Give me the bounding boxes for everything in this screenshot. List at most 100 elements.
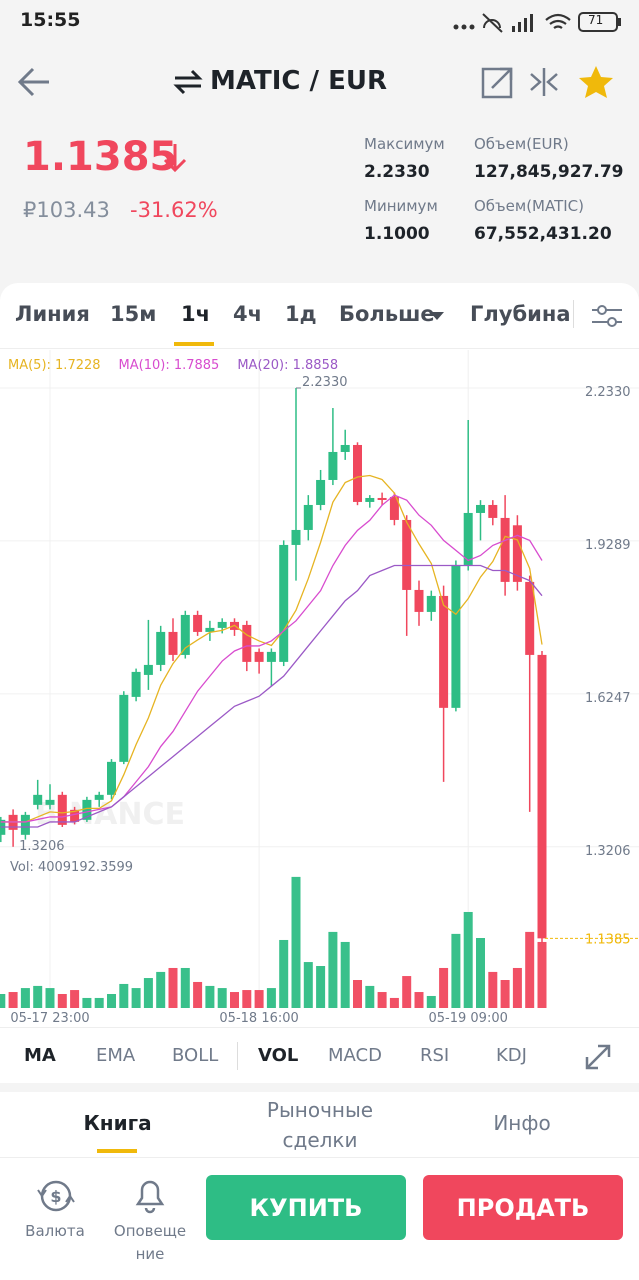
interval-tab[interactable]: 15м bbox=[110, 302, 157, 326]
pair-title: MATIC / EUR bbox=[210, 66, 387, 96]
y-tick-label: 1.6247 bbox=[585, 691, 631, 706]
stat-value: 2.2330 bbox=[364, 162, 430, 182]
interval-tab[interactable]: 1д bbox=[285, 302, 317, 326]
candle-body bbox=[365, 497, 375, 502]
candle-body bbox=[303, 504, 313, 530]
indicator-tab[interactable]: MACD bbox=[328, 1045, 382, 1066]
volume-bar bbox=[279, 939, 289, 1008]
volume-bar bbox=[537, 941, 547, 1008]
candle-body bbox=[107, 761, 116, 795]
currency-label[interactable]: Валюта bbox=[25, 1222, 85, 1240]
volume-bar bbox=[291, 876, 301, 1008]
volume-bar bbox=[525, 931, 535, 1008]
buy-button[interactable]: КУПИТЬ bbox=[206, 1175, 406, 1240]
indicator-tab[interactable]: VOL bbox=[258, 1045, 299, 1066]
stat-value: 127,845,927.79 bbox=[474, 162, 624, 182]
volume-bar bbox=[389, 997, 399, 1008]
indicator-tab[interactable]: EMA bbox=[96, 1045, 136, 1066]
candle-body bbox=[279, 544, 289, 662]
candle-body bbox=[33, 794, 43, 805]
info-tab[interactable]: Инфо bbox=[493, 1111, 551, 1135]
volume-bar bbox=[463, 911, 473, 1008]
indicator-tab[interactable]: RSI bbox=[420, 1045, 450, 1066]
indicator-tab[interactable]: MA bbox=[24, 1045, 56, 1066]
divider bbox=[0, 1157, 639, 1158]
volume-bar bbox=[156, 971, 166, 1008]
ma-line bbox=[0, 564, 543, 828]
candle-body bbox=[266, 651, 276, 662]
chart-settings[interactable] bbox=[590, 302, 624, 330]
stat-label: Минимум bbox=[364, 197, 438, 215]
indicator-tab[interactable]: KDJ bbox=[496, 1045, 527, 1066]
candle-body bbox=[217, 621, 227, 628]
back-button[interactable] bbox=[15, 65, 55, 101]
candle-body bbox=[414, 589, 424, 612]
volume-bar bbox=[414, 992, 424, 1008]
divider bbox=[0, 1027, 639, 1028]
volume-bar bbox=[70, 990, 80, 1008]
candle-body bbox=[291, 529, 301, 545]
stat-value: 1.1000 bbox=[364, 224, 430, 244]
fullscreen-button[interactable] bbox=[583, 1042, 613, 1072]
status-time: 15:55 bbox=[20, 9, 81, 31]
candle-body bbox=[156, 631, 166, 665]
volume-bar bbox=[57, 994, 67, 1008]
candle-body bbox=[451, 564, 461, 708]
volume-bar bbox=[500, 980, 510, 1008]
volume-bar bbox=[242, 990, 252, 1008]
volume-bar bbox=[168, 967, 178, 1008]
divider bbox=[0, 348, 639, 349]
sell-button[interactable]: ПРОДАТЬ bbox=[423, 1175, 623, 1240]
volume-bar bbox=[180, 967, 190, 1008]
volume-bar bbox=[340, 941, 350, 1008]
candle-body bbox=[476, 504, 485, 513]
chart-card bbox=[0, 283, 639, 383]
trades-tab[interactable]: Рыночные сделки bbox=[266, 1098, 374, 1152]
interval-tab[interactable]: Линия bbox=[15, 302, 90, 326]
volume-bar bbox=[143, 978, 153, 1008]
volume-bar bbox=[230, 992, 239, 1008]
volume-bar bbox=[0, 994, 6, 1008]
currency-icon[interactable]: $ bbox=[36, 1176, 76, 1216]
volume-bar bbox=[377, 992, 387, 1008]
candle-body bbox=[537, 654, 547, 939]
interval-tab-active[interactable]: 1ч bbox=[181, 302, 211, 326]
volume-bar bbox=[451, 933, 461, 1008]
header-actions[interactable] bbox=[480, 64, 620, 100]
candle-body bbox=[328, 451, 338, 480]
candle-body bbox=[94, 794, 104, 800]
indicator-tab[interactable]: BOLL bbox=[172, 1045, 219, 1066]
volume-bar bbox=[94, 997, 104, 1008]
swap-icon[interactable] bbox=[173, 68, 203, 96]
stat-label: Объем(MATIC) bbox=[474, 197, 585, 215]
fiat-price: ₽103.43 bbox=[23, 198, 110, 222]
interval-tab[interactable]: 4ч bbox=[233, 302, 263, 326]
candle-body bbox=[143, 664, 153, 675]
volume-bar bbox=[328, 931, 338, 1008]
volume-bar bbox=[426, 995, 436, 1008]
candle-body bbox=[377, 497, 387, 500]
down-arrow bbox=[163, 144, 187, 173]
y-tick-label: 1.3206 bbox=[585, 844, 631, 859]
volume-bar bbox=[119, 983, 129, 1008]
candle-body bbox=[205, 627, 215, 632]
candle-body bbox=[20, 814, 30, 835]
candle-body bbox=[488, 504, 498, 518]
interval-tab[interactable]: Больше bbox=[339, 302, 435, 326]
battery-level: 71 bbox=[588, 13, 604, 27]
candle-body bbox=[426, 595, 436, 612]
volume-bar bbox=[365, 985, 375, 1008]
alerts-label[interactable]: Оповеще bbox=[113, 1222, 187, 1240]
book-tab-active[interactable]: Книга bbox=[83, 1111, 152, 1135]
stat-value: 67,552,431.20 bbox=[474, 224, 612, 244]
divider bbox=[237, 1042, 238, 1070]
alerts-icon[interactable] bbox=[130, 1174, 170, 1216]
x-tick-label: 05-17 23:00 bbox=[10, 1011, 89, 1026]
candle-body bbox=[82, 799, 92, 820]
candle-body bbox=[131, 671, 141, 697]
divider bbox=[573, 300, 574, 328]
alerts-label[interactable]: ние bbox=[135, 1245, 165, 1263]
interval-tab[interactable]: Глубина bbox=[470, 302, 571, 326]
